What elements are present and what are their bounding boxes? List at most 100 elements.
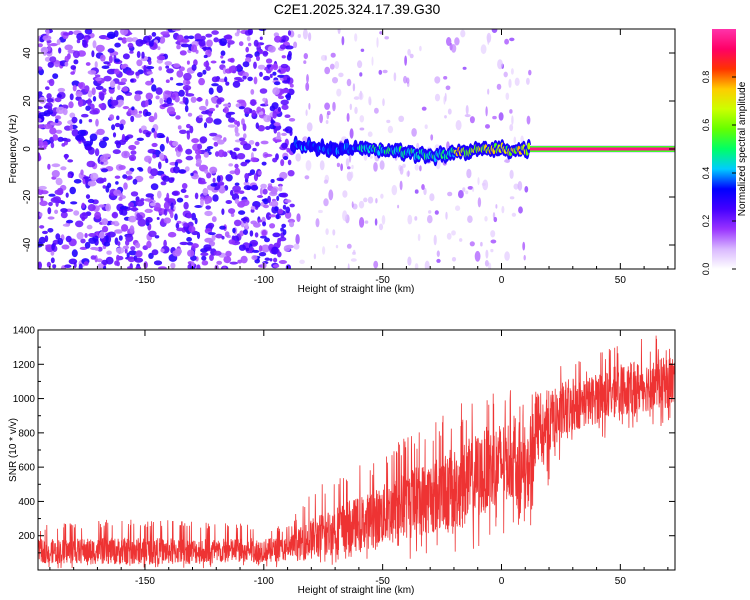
noise-blob xyxy=(50,250,55,256)
noise-blob xyxy=(487,88,490,95)
noise-blob xyxy=(157,190,162,199)
noise-blob xyxy=(99,231,105,239)
noise-blob xyxy=(232,227,236,234)
noise-blob xyxy=(414,216,418,221)
noise-blob xyxy=(393,72,397,82)
noise-blob xyxy=(342,210,348,222)
noise-blob xyxy=(271,102,279,110)
noise-blob xyxy=(179,129,187,134)
noise-blob xyxy=(407,256,412,266)
noise-blob xyxy=(354,33,358,42)
noise-blob xyxy=(51,163,61,168)
noise-blob xyxy=(86,160,96,168)
noise-blob xyxy=(203,122,208,129)
noise-blob xyxy=(313,253,317,260)
noise-blob xyxy=(87,198,95,204)
noise-blob xyxy=(244,159,251,163)
noise-blob xyxy=(509,37,515,42)
noise-blob xyxy=(38,91,43,96)
noise-blob xyxy=(145,92,153,101)
noise-blob xyxy=(359,127,365,131)
noise-blob xyxy=(280,99,289,106)
noise-blob xyxy=(160,218,165,225)
snr-ytick-label: 1000 xyxy=(13,394,36,405)
noise-blob xyxy=(77,129,87,137)
noise-blob xyxy=(278,185,283,192)
spectrogram-ylabel: Frequency (Hz) xyxy=(8,115,19,184)
noise-blob xyxy=(145,208,151,213)
noise-blob xyxy=(92,40,97,49)
noise-blob xyxy=(52,264,57,269)
colorbar-tick-label: 0.0 xyxy=(701,263,711,276)
noise-blob xyxy=(404,55,407,66)
noise-blob xyxy=(258,111,264,116)
noise-blob xyxy=(447,108,452,115)
noise-blob xyxy=(125,70,135,76)
noise-blob xyxy=(84,85,90,93)
noise-blob xyxy=(225,112,232,119)
noise-blob xyxy=(80,238,86,244)
noise-blob xyxy=(40,46,49,54)
noise-blob xyxy=(517,181,523,191)
noise-blob xyxy=(95,85,104,90)
noise-blob xyxy=(65,192,69,198)
noise-blob xyxy=(424,124,428,129)
noise-blob xyxy=(359,115,365,123)
noise-blob xyxy=(407,214,413,225)
noise-blob xyxy=(176,227,185,232)
noise-blob xyxy=(216,85,223,94)
noise-blob xyxy=(60,208,68,213)
noise-blob xyxy=(49,43,58,47)
noise-blob xyxy=(462,187,466,193)
noise-blob xyxy=(414,263,419,269)
noise-blob xyxy=(128,154,137,161)
noise-blob xyxy=(237,79,245,82)
noise-blob xyxy=(116,141,121,149)
noise-blob xyxy=(198,181,207,185)
noise-blob xyxy=(409,53,414,59)
noise-blob xyxy=(434,76,441,84)
noise-blob xyxy=(464,114,471,118)
noise-blob xyxy=(253,61,257,69)
noise-blob xyxy=(190,44,198,53)
noise-blob xyxy=(187,249,195,257)
noise-blob xyxy=(161,103,170,108)
noise-blob xyxy=(232,185,242,193)
noise-blob xyxy=(134,113,142,118)
noise-blob xyxy=(186,241,194,246)
noise-blob xyxy=(273,127,278,134)
noise-blob xyxy=(347,166,351,170)
noise-blob xyxy=(213,141,219,147)
noise-blob xyxy=(186,60,190,65)
noise-blob xyxy=(250,184,259,191)
noise-blob xyxy=(45,244,53,248)
noise-blob xyxy=(202,188,209,196)
noise-blob xyxy=(111,211,119,219)
noise-blob xyxy=(183,201,189,210)
noise-blob xyxy=(89,133,98,142)
noise-blob xyxy=(38,124,45,129)
noise-blob xyxy=(48,201,53,207)
noise-blob xyxy=(276,177,284,182)
noise-blob xyxy=(201,255,207,261)
noise-blob xyxy=(518,206,523,214)
noise-blob xyxy=(433,234,437,246)
noise-blob xyxy=(284,199,292,203)
noise-blob xyxy=(493,216,498,223)
noise-blob xyxy=(277,106,281,112)
noise-blob xyxy=(465,190,469,195)
noise-blob xyxy=(276,131,281,138)
noise-blob xyxy=(284,211,292,219)
noise-blob xyxy=(211,234,216,242)
noise-blob xyxy=(496,83,502,90)
noise-blob xyxy=(130,78,134,83)
noise-blob xyxy=(159,152,165,160)
noise-blob xyxy=(259,187,263,196)
noise-blob xyxy=(280,159,285,167)
noise-blob xyxy=(277,251,282,258)
noise-blob xyxy=(146,240,152,249)
noise-blob xyxy=(350,258,357,262)
noise-blob xyxy=(520,135,524,144)
noise-blob xyxy=(103,177,107,182)
noise-blob xyxy=(509,109,513,114)
